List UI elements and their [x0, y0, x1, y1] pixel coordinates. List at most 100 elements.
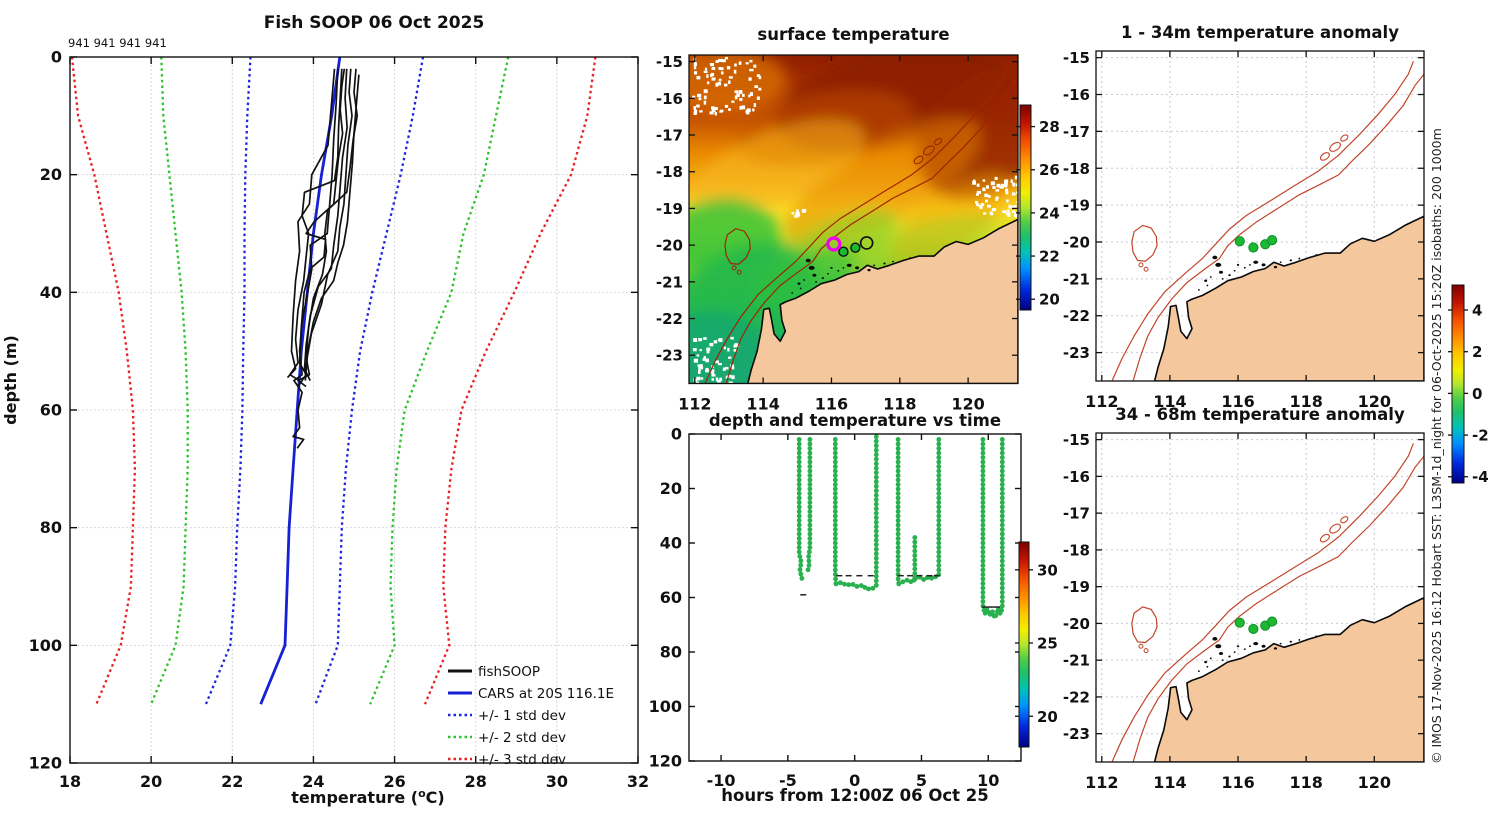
map-ytick-label: -23	[1063, 344, 1090, 362]
island	[1215, 644, 1222, 649]
cloud-pixel	[758, 75, 762, 80]
cloud-pixel	[713, 340, 718, 344]
anomaly-map-shallow: 112 114 116 118 120 -15 -16 -17 -18 -19 -20 -21 -22 -…	[1063, 23, 1425, 411]
map-ytick-label: -17	[1063, 123, 1090, 141]
cloud-pixel	[700, 366, 704, 370]
coast-speck	[1197, 670, 1200, 673]
coast-speck	[1221, 277, 1224, 280]
cloud-pixel	[986, 204, 991, 208]
isobath-oval	[922, 145, 935, 156]
station-dot	[838, 246, 849, 257]
station-dot	[1234, 617, 1245, 628]
cloud-pixel	[734, 95, 738, 100]
map-ytick-label: -20	[656, 237, 683, 255]
map-ytick-label: -18	[1063, 160, 1090, 178]
cloud-pixel	[1013, 205, 1017, 208]
cloud-pixel	[692, 348, 697, 352]
anomaly-map-deep-title: 34 - 68m temperature anomaly	[1115, 405, 1405, 424]
map-ytick-label: -22	[656, 310, 683, 328]
ytick-label: 40	[660, 534, 682, 553]
cloud-pixel	[791, 212, 795, 215]
xtick-label: 26	[383, 772, 405, 791]
series--3-std-dev	[423, 56, 597, 705]
cloud-pixel	[998, 185, 1002, 188]
xtick-label: 10	[977, 771, 999, 790]
island	[846, 263, 852, 267]
cloud-pixel	[720, 67, 724, 71]
cloud-pixel	[976, 190, 982, 194]
station-dot	[1266, 235, 1278, 246]
cloud-pixel	[709, 342, 714, 347]
cloud-pixel	[1010, 179, 1013, 184]
cloud-pixel	[1014, 212, 1018, 216]
fishsoop-profile	[303, 68, 348, 381]
cloud-pixel	[984, 193, 989, 198]
cloud-pixel	[693, 65, 697, 70]
coast-speck	[1279, 642, 1282, 645]
cloud-pixel	[992, 186, 996, 189]
cloud-pixel	[703, 356, 706, 361]
land-polygon	[1153, 215, 1424, 381]
time-colorbar-tick-label: 30	[1037, 561, 1058, 579]
map-ytick-label: -21	[1063, 652, 1090, 670]
cloud-pixel	[986, 185, 990, 189]
coast-speck	[1206, 284, 1209, 287]
map-ytick-label: -18	[656, 163, 683, 181]
isobath-oval	[1340, 516, 1349, 524]
coast-speck	[827, 272, 829, 275]
sst-colorbar-tick-label: 24	[1039, 204, 1060, 222]
cloud-pixel	[1007, 209, 1010, 213]
sst-field-group	[689, 55, 1018, 384]
coast-speck	[1249, 263, 1251, 266]
cloud-pixel	[705, 367, 709, 372]
xtick-label: 28	[465, 772, 487, 791]
isobath-200m	[1132, 455, 1424, 762]
cloud-pixel	[711, 370, 715, 375]
cloud-pixel	[796, 209, 799, 213]
cloud-pixel	[727, 374, 732, 378]
land-polygon	[747, 218, 1018, 384]
map-xtick-label: 120	[1358, 773, 1391, 792]
isobath-oval	[1340, 134, 1349, 142]
map-xtick-label: 116	[1221, 392, 1254, 411]
sst-map: 112 114 116 118 120 -15 -16 -17 -18 -19 -20 -21 -22 -…	[656, 25, 1019, 414]
isobath-1000m	[704, 65, 1008, 384]
cloud-pixel	[719, 377, 723, 382]
cloud-pixel	[711, 106, 715, 110]
coast-speck	[1209, 276, 1212, 278]
cloud-pixel	[693, 106, 697, 110]
cloud-pixel	[698, 338, 703, 342]
cloud-pixel	[695, 381, 700, 384]
cast-dots	[895, 437, 902, 587]
ytick-label: 80	[660, 643, 682, 662]
island	[1261, 263, 1266, 267]
axes-frame	[688, 433, 1022, 762]
ytick-label: 120	[649, 752, 682, 771]
cloud-pixel	[730, 336, 734, 340]
cloud-pixel	[711, 373, 716, 377]
legend-label: +/- 2 std dev	[478, 730, 566, 746]
sst-colorbar-tick-label: 20	[1039, 291, 1060, 309]
cloud-pixel	[1014, 213, 1018, 218]
xtick-label: 5	[916, 771, 927, 790]
isobath-fragment	[1138, 262, 1144, 268]
cloud-pixel	[1011, 210, 1016, 213]
island	[805, 258, 811, 263]
fishsoop-profile	[286, 68, 336, 379]
coast-speck	[1243, 266, 1246, 269]
island	[808, 265, 815, 270]
cloud-pixel	[982, 179, 986, 182]
cloud-pixel	[703, 337, 707, 340]
map-ytick-label: -22	[1063, 688, 1090, 706]
sst-colorbar-bar	[1019, 104, 1032, 311]
cast-dots	[913, 574, 942, 583]
map-ytick-label: -16	[1063, 468, 1090, 486]
legend-label: CARS at 20S 116.1E	[478, 686, 614, 702]
ytick-label: 60	[40, 401, 62, 420]
isobath-oval	[1319, 533, 1330, 543]
cloud-pixel	[1016, 201, 1018, 204]
cloud-pixel	[693, 338, 698, 342]
cloud-pixel	[973, 179, 976, 183]
